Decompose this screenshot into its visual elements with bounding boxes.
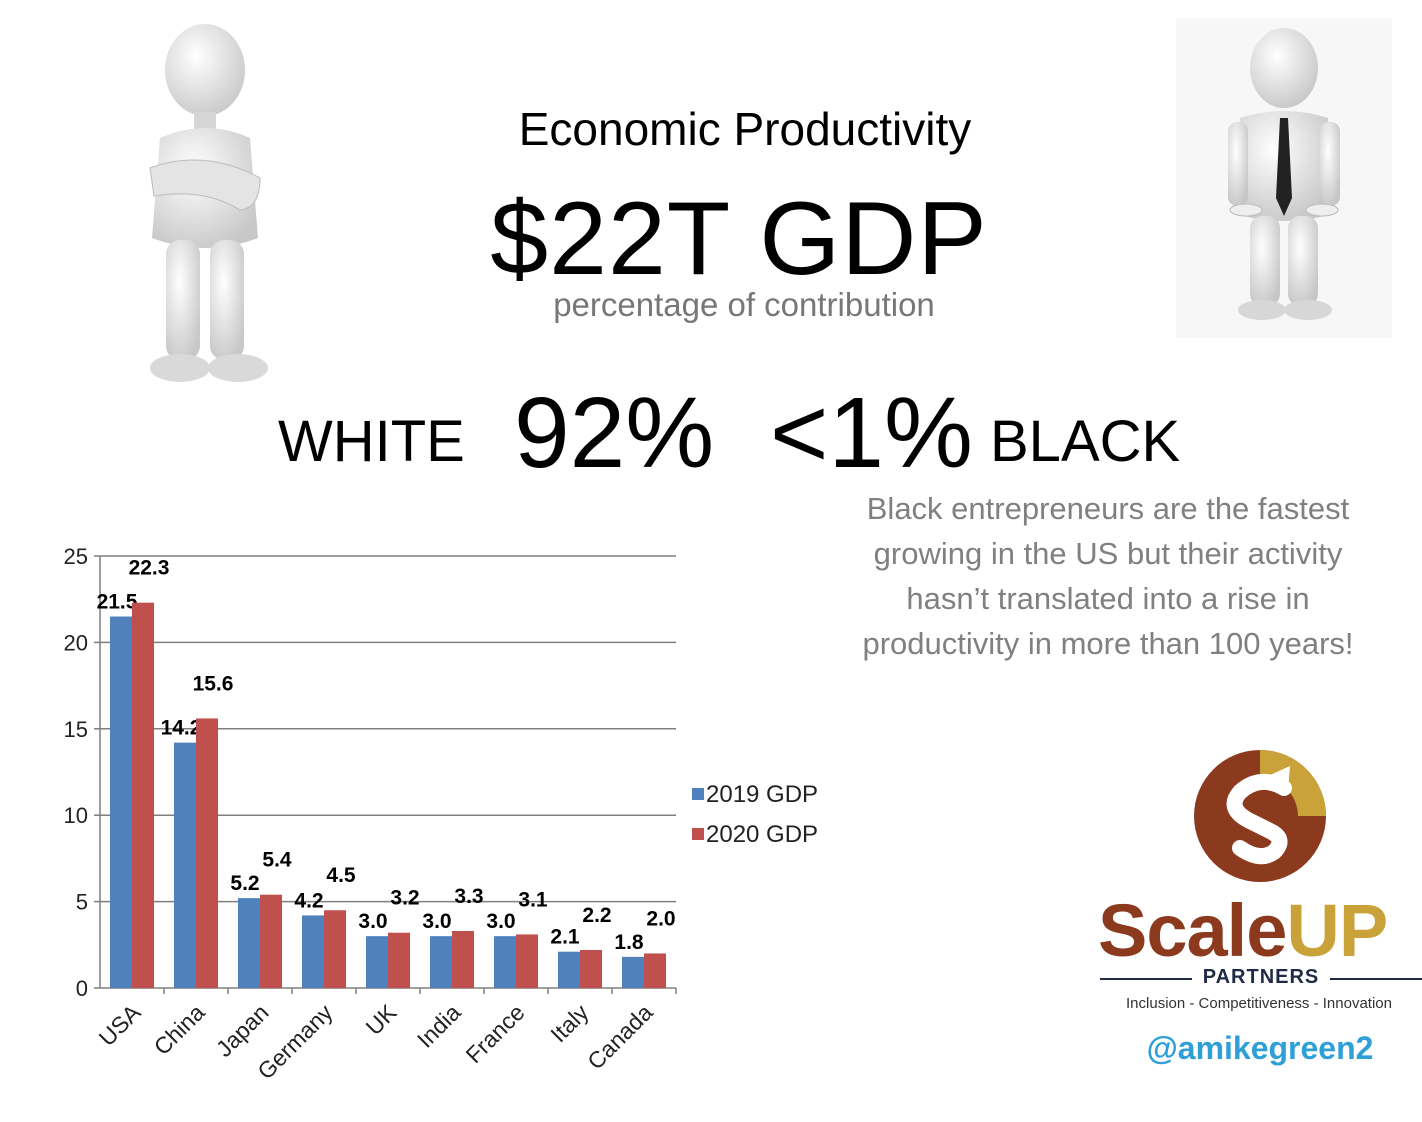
blurb-line: growing in the US but their activity [873,536,1343,571]
logo-tagline: Inclusion - Competitiveness - Innovation [1126,995,1392,1012]
legend-label: 2020 GDP [706,821,818,848]
data-label: 22.3 [129,557,170,580]
bar-2019 [238,898,260,988]
data-label: 5.4 [262,849,292,872]
data-label: 5.2 [230,872,259,895]
bar-2019 [494,936,516,988]
empty-pockets-figure [1176,18,1392,338]
y-tick-label: 0 [76,976,88,1001]
legend-swatch [692,828,704,840]
y-tick-label: 25 [64,544,88,569]
data-label: 3.2 [390,887,419,910]
bar-2020 [196,718,218,988]
arms-crossed-figure [149,24,268,382]
data-label: 2.1 [550,926,580,949]
bar-2020 [260,894,282,988]
bar-2020 [580,949,602,988]
bar-2019 [622,956,644,988]
data-label: 4.5 [326,864,356,887]
blurb-line: productivity in more than 100 years! [862,626,1354,661]
data-label: 2.0 [646,907,675,930]
category-label: China [149,999,210,1060]
y-tick-label: 15 [64,717,88,742]
logo-wordmark: ScaleUP [1098,888,1388,973]
bar-2019 [366,936,388,988]
gdp-headline: $22T GDP [490,181,988,297]
category-label: USA [94,999,146,1051]
y-tick-label: 5 [76,890,88,915]
page-subtitle: percentage of contribution [553,286,935,323]
scaleup-logo-mark [1194,750,1326,882]
bar-2020 [132,602,154,988]
data-label: 3.3 [454,885,483,908]
bar-2020 [324,910,346,988]
y-tick-label: 10 [64,803,88,828]
logo-word-up: UP [1286,889,1388,972]
y-tick-label: 20 [64,630,88,655]
logo-partners: PARTNERS [1202,966,1320,988]
logo-word-scale: Scale [1098,889,1287,972]
bar-2019 [110,616,132,988]
data-label: 15.6 [193,672,234,695]
bar-2020 [516,934,538,988]
bar-2020 [388,932,410,988]
blurb-line: hasn’t translated into a rise in [906,581,1310,616]
bar-2019 [558,951,580,988]
data-label: 1.8 [614,931,644,954]
page-title: Economic Productivity [518,103,972,155]
black-label: BLACK [990,409,1181,474]
white-label: WHITE [278,409,465,474]
category-label: India [412,999,466,1053]
data-label: 21.5 [97,590,138,613]
logo-rule-right [1330,978,1422,980]
social-handle[interactable]: @amikegreen2 [1146,1030,1374,1066]
logo-rule-left [1100,978,1192,980]
data-label: 3.0 [358,910,387,933]
category-label: Italy [545,999,594,1048]
bar-2020 [452,930,474,988]
blurb-text: Black entrepreneurs are the fastest grow… [808,486,1408,666]
category-label: France [461,999,530,1068]
white-value: 92% [514,377,715,489]
data-label: 3.0 [422,910,451,933]
data-label: 3.1 [518,888,548,911]
bar-2019 [174,742,196,988]
legend-swatch [692,788,704,800]
gdp-bar-chart: 0 5 10 15 20 25 21.5 22.3 USA 14.2 15.6 China 5.25.4… [64,544,819,1084]
bar-2019 [302,915,324,988]
data-label: 3.0 [486,910,515,933]
category-label: Canada [582,999,658,1075]
category-label: UK [361,999,402,1040]
black-value: <1% [770,377,973,489]
bar-2020 [644,953,666,988]
bar-2019 [430,936,452,988]
blurb-line: Black entrepreneurs are the fastest [866,491,1350,526]
data-label: 2.2 [582,904,611,927]
legend-label: 2019 GDP [706,781,818,808]
data-label: 14.2 [161,717,202,740]
data-label: 4.2 [294,889,323,912]
category-label: Japan [211,999,274,1062]
